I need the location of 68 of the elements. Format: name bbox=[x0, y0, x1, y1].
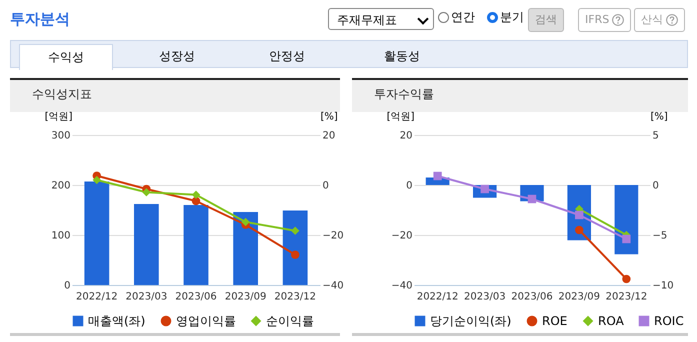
text: IFRS bbox=[585, 13, 610, 26]
y2-tick-label: −10 bbox=[652, 280, 674, 292]
text: 분기 bbox=[500, 9, 524, 26]
x-tick-label: 2023/09 bbox=[558, 292, 600, 302]
x-tick-label: 2023/03 bbox=[126, 292, 168, 302]
y2-tick-label: −20 bbox=[322, 230, 344, 242]
y2-tick-label: −5 bbox=[652, 230, 668, 242]
text: 검색 bbox=[535, 13, 557, 26]
text: 수익성 bbox=[19, 44, 113, 70]
y2-axis-title: [%] bbox=[650, 112, 668, 122]
point bbox=[291, 250, 300, 259]
x-tick-label: 2022/12 bbox=[416, 292, 458, 302]
y2-tick-label: 0 bbox=[652, 180, 659, 192]
point bbox=[622, 234, 631, 244]
x-tick-label: 2023/06 bbox=[511, 292, 553, 302]
y2-tick-label: 5 bbox=[652, 130, 659, 142]
bar bbox=[233, 212, 258, 285]
text: 안정성 bbox=[268, 48, 306, 65]
y-tick-label: −40 bbox=[391, 280, 412, 292]
bar bbox=[134, 204, 159, 285]
point bbox=[528, 194, 536, 204]
point bbox=[142, 188, 151, 196]
text: 성장성 bbox=[158, 48, 196, 65]
y-tick-label: 300 bbox=[51, 130, 70, 142]
y2-tick-label: −40 bbox=[322, 280, 344, 292]
bar bbox=[84, 182, 110, 285]
x-tick-label: 2023/12 bbox=[606, 292, 648, 302]
x-tick-label: 2023/03 bbox=[464, 292, 506, 302]
y-tick-label: 100 bbox=[51, 230, 70, 242]
bar bbox=[184, 205, 208, 285]
x-tick-label: 2023/06 bbox=[175, 292, 217, 302]
legend-label: 순이익률 bbox=[266, 314, 314, 328]
y-tick-label: 0 bbox=[64, 280, 70, 292]
dropdown-field: 주재무제표 bbox=[328, 8, 434, 30]
bar bbox=[282, 210, 308, 285]
legend-label: 매출액(좌) bbox=[88, 314, 146, 328]
y2-tick-label: 20 bbox=[322, 130, 336, 142]
y-axis-title: [억원] bbox=[386, 112, 415, 122]
chart-title: 수익성지표 bbox=[32, 87, 92, 101]
chart-title: 투자수익률 bbox=[374, 87, 434, 101]
point bbox=[192, 196, 200, 206]
text: 투자분석 bbox=[10, 10, 70, 29]
y-tick-label: −20 bbox=[391, 230, 412, 242]
point bbox=[433, 172, 442, 180]
x-tick-label: 2023/09 bbox=[224, 292, 266, 302]
y-axis-title: [억원] bbox=[44, 112, 73, 122]
x-tick-label: 2023/12 bbox=[274, 292, 316, 302]
legend-label: ROIC bbox=[654, 314, 684, 328]
point bbox=[575, 226, 584, 234]
y2-axis-title: [%] bbox=[320, 112, 338, 122]
text: 연간 bbox=[451, 9, 475, 26]
legend-label: 영업이익률 bbox=[176, 314, 236, 328]
y-tick-label: 0 bbox=[406, 180, 412, 192]
text: 산식 bbox=[641, 13, 663, 26]
legend-label: 당기순이익(좌) bbox=[430, 314, 512, 328]
y2-tick-label: 0 bbox=[322, 180, 329, 192]
point bbox=[241, 218, 250, 226]
point bbox=[192, 190, 200, 199]
point bbox=[622, 274, 631, 284]
y-tick-label: 200 bbox=[51, 180, 70, 192]
text: 활동성 bbox=[383, 48, 421, 65]
legend-label: ROE bbox=[542, 314, 568, 328]
y-tick-label: 20 bbox=[400, 130, 412, 142]
x-tick-label: 2022/12 bbox=[76, 292, 118, 302]
point bbox=[92, 176, 101, 184]
point bbox=[575, 210, 584, 220]
legend-label: ROA bbox=[598, 314, 625, 328]
point bbox=[291, 226, 300, 235]
